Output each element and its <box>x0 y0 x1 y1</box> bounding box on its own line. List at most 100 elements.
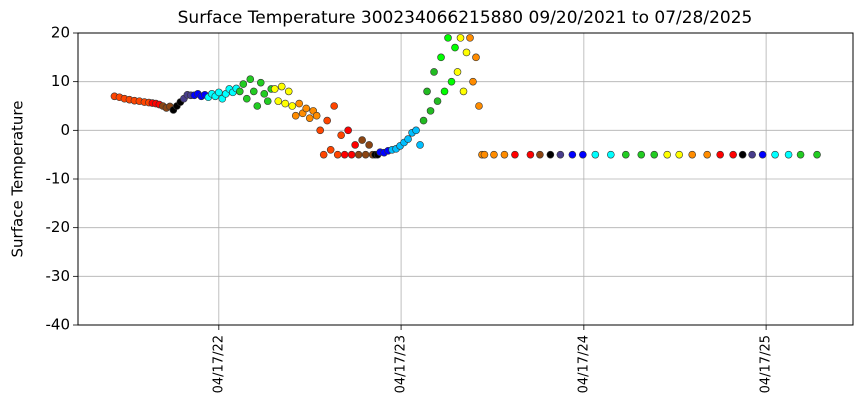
point <box>412 126 420 135</box>
point <box>526 150 535 159</box>
point <box>312 111 321 120</box>
y-tick-label: 10 <box>51 72 70 90</box>
point <box>490 150 498 159</box>
point <box>404 135 412 143</box>
point <box>340 150 349 159</box>
point <box>738 150 747 159</box>
point <box>462 48 471 57</box>
point <box>459 87 468 96</box>
point <box>500 150 509 159</box>
point <box>351 141 359 149</box>
point <box>591 150 600 159</box>
y-tick-label: 20 <box>51 24 70 42</box>
x-tick-label: 04/17/23 <box>394 335 409 393</box>
point <box>423 87 431 96</box>
point <box>796 150 805 159</box>
point <box>637 150 646 159</box>
point <box>323 116 331 125</box>
point <box>568 150 577 159</box>
x-tick-label: 04/17/24 <box>576 335 591 393</box>
point <box>579 150 587 159</box>
y-tick-label: -20 <box>46 218 71 236</box>
point <box>621 150 630 159</box>
point <box>239 80 248 88</box>
point <box>451 43 459 52</box>
point <box>274 97 283 105</box>
point <box>295 99 304 108</box>
point <box>437 53 445 62</box>
points <box>110 34 821 159</box>
point <box>813 150 821 159</box>
point <box>361 150 370 159</box>
point <box>288 102 297 110</box>
point <box>365 141 373 149</box>
point <box>235 87 244 96</box>
point <box>771 150 779 159</box>
point <box>675 150 684 159</box>
point <box>748 150 756 159</box>
point <box>469 77 477 86</box>
point <box>688 150 697 159</box>
point <box>249 87 258 96</box>
point <box>729 150 737 159</box>
point <box>347 150 356 159</box>
y-axis-label: Surface Temperature <box>9 101 27 258</box>
point <box>758 150 767 159</box>
point <box>447 77 456 86</box>
point <box>475 102 483 110</box>
point <box>426 107 435 115</box>
point <box>440 87 449 96</box>
point <box>650 150 659 159</box>
point <box>546 150 555 159</box>
point <box>260 90 269 98</box>
point <box>305 114 314 122</box>
point <box>419 116 428 125</box>
y-tick-label: -40 <box>46 316 71 334</box>
y-tick-label: -30 <box>46 267 71 285</box>
point <box>281 99 290 108</box>
point <box>344 126 352 135</box>
point <box>253 102 262 110</box>
point <box>319 150 328 159</box>
point <box>607 150 615 159</box>
point <box>703 150 711 159</box>
point <box>330 102 338 110</box>
plot-frame <box>77 32 854 326</box>
point <box>416 141 424 149</box>
point <box>433 97 442 105</box>
chart-title: Surface Temperature 300234066215880 09/2… <box>178 8 753 28</box>
point <box>326 146 335 154</box>
x-tick-label: 04/17/22 <box>211 335 226 393</box>
y-tick-label: -10 <box>46 170 71 188</box>
point <box>480 150 489 159</box>
point <box>284 87 293 96</box>
point <box>256 78 265 87</box>
point <box>246 75 255 84</box>
point <box>263 97 272 105</box>
point <box>337 131 345 139</box>
point <box>511 150 519 159</box>
point <box>270 85 279 93</box>
y-tick-label: 0 <box>60 121 70 139</box>
point <box>358 136 366 144</box>
x-tick-label: 04/17/25 <box>759 335 774 393</box>
point <box>242 94 251 103</box>
point <box>316 126 324 135</box>
point <box>472 53 480 62</box>
point <box>291 111 300 120</box>
point <box>466 34 474 42</box>
point <box>215 88 223 97</box>
point <box>536 150 544 159</box>
point <box>302 104 311 113</box>
point <box>444 34 452 42</box>
point <box>663 150 672 159</box>
point <box>333 150 342 159</box>
point <box>716 150 724 159</box>
point <box>453 68 462 76</box>
point <box>277 82 286 91</box>
point <box>556 150 565 159</box>
point <box>354 150 363 159</box>
point <box>456 34 465 42</box>
point <box>430 68 438 76</box>
